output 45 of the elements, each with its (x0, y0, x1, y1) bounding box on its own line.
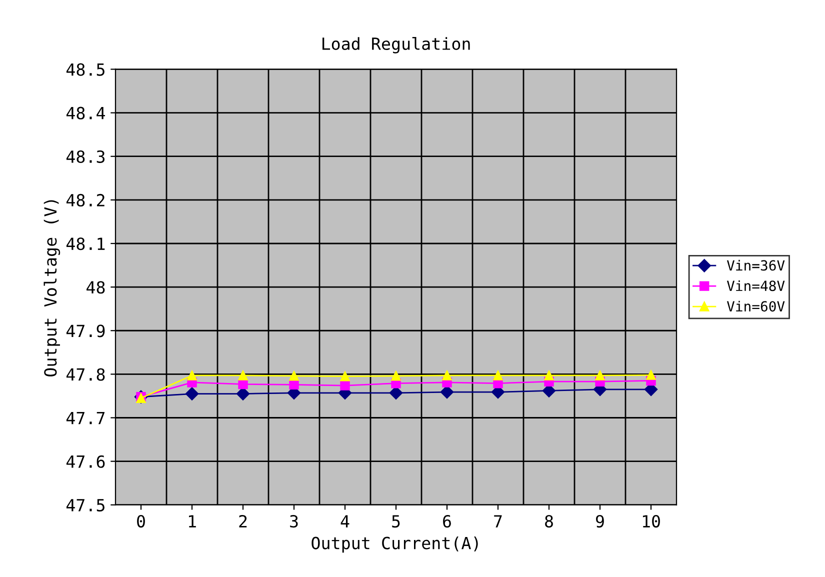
point (289, 380, 299, 390)
y-tick-label: 48 (86, 281, 105, 294)
point (236, 387, 250, 400)
point (646, 370, 656, 380)
point (493, 370, 503, 380)
point (185, 387, 199, 400)
x-tick-label: 1 (188, 515, 196, 528)
x-tick-label: 9 (596, 514, 604, 528)
x-tick-label: 7 (494, 515, 502, 528)
x-tick-label: 8 (545, 514, 553, 528)
x-axis-title: Output Current(A) (312, 536, 478, 553)
x-tick-label: 5 (392, 515, 400, 528)
y-tick-label: 47.7 (66, 412, 105, 424)
chart-title: Load Regulation (322, 37, 470, 54)
point (389, 386, 403, 400)
point (595, 370, 605, 380)
x-tick-label: 3 (290, 514, 298, 528)
y-tick-label: 48.1 (66, 238, 105, 250)
y-tick-label: 48.3 (66, 150, 105, 163)
y-axis-title: Output Voltage (V) (44, 200, 60, 376)
legend-label: Vin=36V (726, 260, 785, 271)
y-tick-label: 48.2 (66, 194, 104, 207)
y-tick-label: 47.5 (66, 499, 104, 512)
x-tick-label: 6 (443, 514, 451, 528)
point (442, 370, 452, 380)
y-tick-label: 47.9 (66, 324, 105, 338)
legend-label: Vin=48V (726, 280, 785, 292)
point (238, 370, 248, 380)
y-tick-label: 48.4 (66, 106, 105, 120)
x-tick-label: 10 (642, 514, 660, 528)
legend-label: Vin=60V (726, 300, 785, 312)
point (340, 372, 350, 382)
point (238, 379, 248, 390)
point (289, 371, 299, 381)
point (391, 371, 401, 381)
x-tick-label: 0 (137, 514, 145, 528)
point (440, 385, 454, 399)
x-tick-label: 2 (239, 514, 247, 528)
y-tick-label: 48.5 (66, 63, 104, 76)
x-tick-label: 4 (340, 515, 350, 528)
y-tick-label: 47.6 (66, 455, 105, 468)
point (544, 370, 554, 380)
y-tick-label: 47.8 (66, 368, 105, 381)
point (340, 380, 350, 390)
point (187, 370, 197, 380)
